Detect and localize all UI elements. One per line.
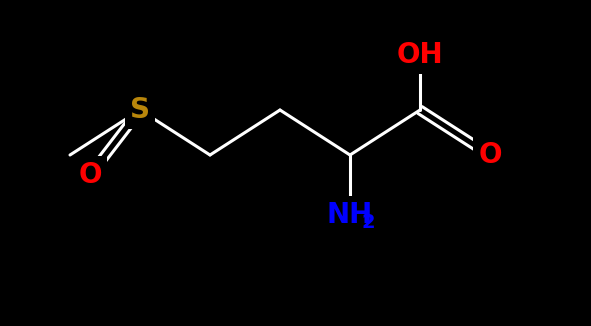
Text: O: O — [78, 161, 102, 189]
Text: S: S — [130, 96, 150, 124]
Text: NH: NH — [327, 201, 373, 229]
Text: O: O — [478, 141, 502, 169]
Text: 2: 2 — [361, 213, 375, 231]
Text: OH: OH — [397, 41, 443, 69]
